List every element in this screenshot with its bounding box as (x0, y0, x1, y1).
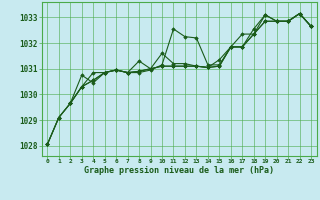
X-axis label: Graphe pression niveau de la mer (hPa): Graphe pression niveau de la mer (hPa) (84, 166, 274, 175)
